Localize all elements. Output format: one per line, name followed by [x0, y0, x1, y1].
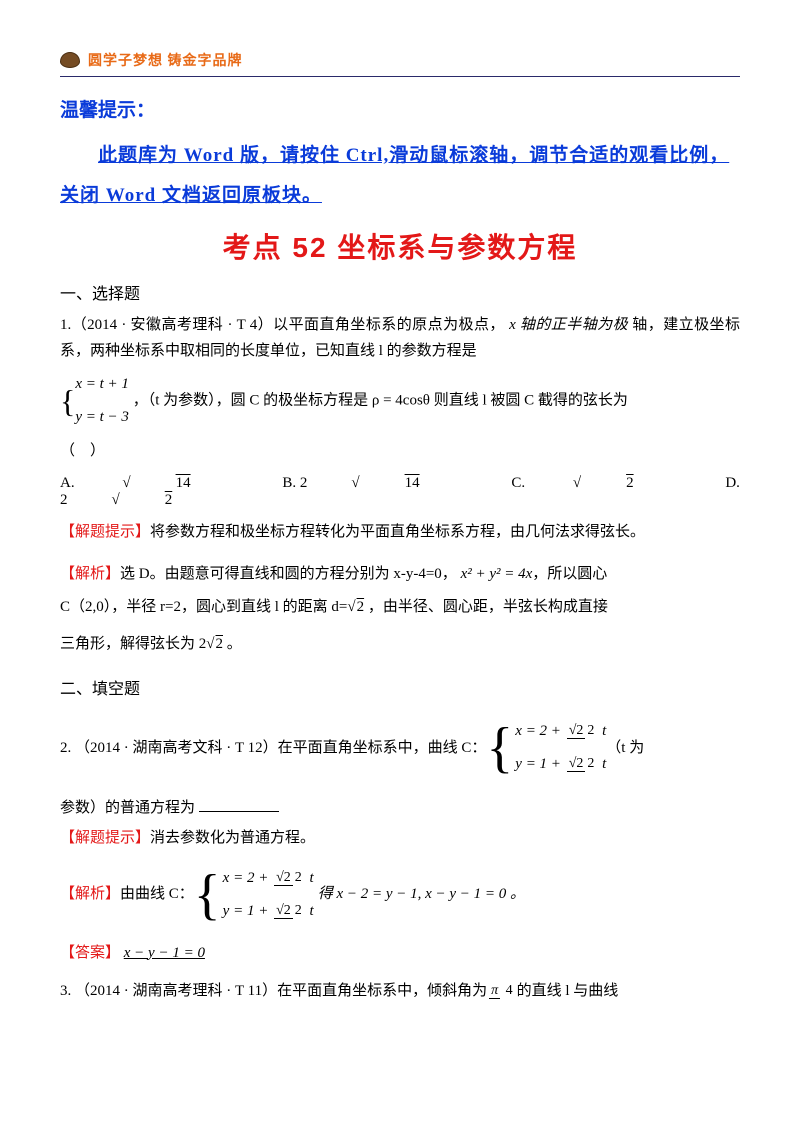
- q2-sol-label: 【解析】: [60, 881, 120, 907]
- sol-label: 【解析】: [60, 566, 120, 582]
- q2-hint-label: 【解题提示】: [60, 830, 150, 846]
- q2-sol-eq-x: x = 2 + √22 t: [223, 870, 314, 886]
- q2-eq-x: x = 2 + √22 t: [515, 723, 606, 739]
- q2-curve-eq: { x = 2 + √22 t y = 1 + √22 t: [486, 715, 606, 781]
- q1-brace-line2: y = t − 3: [75, 409, 129, 425]
- q1-optB: B. 214: [282, 475, 463, 491]
- section-1-heading: 一、选择题: [60, 280, 740, 304]
- tip-body: 此题库为 Word 版，请按住 Ctrl,滑动鼠标滚轴，调节合适的观看比例，关闭…: [60, 136, 740, 216]
- q1-sol-c: ，所以圆心: [532, 566, 607, 582]
- q2-stem: 2. （2014 · 湖南高考文科 · T 12）在平面直角坐标系中，曲线 C：…: [60, 715, 740, 781]
- q3-stem-a: 3. （2014 · 湖南高考理科 · T 11）在平面直角坐标系中，倾斜角为: [60, 978, 487, 1004]
- q1-stem-d: ，（t 为参数），圆 C 的极坐标方程是 ρ = 4cosθ 则直线 l 被圆 …: [133, 393, 628, 409]
- tagline: 圆学子梦想 铸金字品牌: [88, 50, 243, 70]
- q1-sol-e: ，由半径、圆心距，半弦长构成直接: [368, 599, 608, 615]
- q1-sol-a: 选 D。由题意可得直线和圆的方程分别为 x-y-4=0，: [120, 566, 457, 582]
- q1-solution-p2: C（2,0），半径 r=2，圆心到直线 l 的距离 d=2 ，由半径、圆心距，半…: [60, 591, 740, 624]
- logo-icon: [60, 52, 80, 68]
- q1-stem-b: x 轴的正半轴为极: [509, 317, 628, 333]
- q2-answer: 【答案】 x − y − 1 = 0: [60, 940, 740, 966]
- q3-stem-b: 的直线 l 与曲线: [517, 978, 619, 1004]
- q2-hint: 【解题提示】消去参数化为普通方程。: [60, 825, 740, 851]
- q2-ans: x − y − 1 = 0: [124, 945, 205, 961]
- q1-stem-a: 1.（2014 · 安徽高考理科 · T 4）以平面直角坐标系的原点为极点，: [60, 317, 505, 333]
- q2-sol-a: 由曲线 C：: [120, 881, 194, 907]
- q1-hint: 【解题提示】将参数方程和极坐标方程转化为平面直角坐标系方程，由几何法求得弦长。: [60, 519, 740, 545]
- q2-blank: [199, 796, 279, 812]
- q2-sol-b: 得 x − 2 = y − 1, x − y − 1 = 0 。: [318, 881, 525, 907]
- q2-hint-text: 消去参数化为普通方程。: [150, 830, 315, 846]
- tip-title: 温馨提示：: [60, 95, 740, 122]
- q1-param-eq: { x = t + 1 y = t − 3 ，（t 为参数），圆 C 的极坐标方…: [60, 368, 740, 434]
- hint-label: 【解题提示】: [60, 524, 150, 540]
- q1-optC: C. 2: [511, 475, 677, 491]
- q1-brace-line1: x = t + 1: [75, 376, 129, 392]
- q1-solution-p1: 【解析】选 D。由题意可得直线和圆的方程分别为 x-y-4=0， x² + y²…: [60, 561, 740, 587]
- q1-optA: A. 14: [60, 475, 235, 491]
- q3-frac: π 4: [489, 979, 515, 1004]
- q1-sol-g: 。: [223, 636, 242, 652]
- q2-stem-c-line: 参数）的普通方程为: [60, 795, 740, 821]
- q1-sol-f: 三角形，解得弦长为 2: [60, 636, 206, 652]
- q1-sol-b: x² + y² = 4x: [461, 566, 533, 582]
- q1-sol-d: C（2,0），半径 r=2，圆心到直线 l 的距离 d=: [60, 599, 347, 615]
- q1-solution-p3: 三角形，解得弦长为 22 。: [60, 628, 740, 661]
- q1-paren: （ ）: [60, 438, 740, 464]
- q2-stem-a: 2. （2014 · 湖南高考文科 · T 12）在平面直角坐标系中，曲线 C：: [60, 735, 486, 761]
- q2-stem-b: （t 为: [606, 735, 644, 761]
- q1-hint-text: 将参数方程和极坐标方程转化为平面直角坐标系方程，由几何法求得弦长。: [150, 524, 645, 540]
- page-header: 圆学子梦想 铸金字品牌: [60, 50, 740, 70]
- q1-stem: 1.（2014 · 安徽高考理科 · T 4）以平面直角坐标系的原点为极点， x…: [60, 312, 740, 365]
- q2-sol-eq: { x = 2 + √22 t y = 1 + √22 t: [194, 862, 314, 928]
- q1-brace-block: { x = t + 1 y = t − 3: [60, 368, 129, 434]
- q1-options: A. 14 B. 214 C. 2 D. 22: [60, 475, 740, 509]
- section-2-heading: 二、填空题: [60, 675, 740, 699]
- q2-ans-label: 【答案】: [60, 945, 120, 961]
- main-title: 考点 52 坐标系与参数方程: [60, 226, 740, 266]
- q2-eq-y: y = 1 + √22 t: [515, 756, 606, 772]
- header-rule: [60, 76, 740, 77]
- q3-stem: 3. （2014 · 湖南高考理科 · T 11）在平面直角坐标系中，倾斜角为 …: [60, 978, 740, 1004]
- q2-solution: 【解析】 由曲线 C： { x = 2 + √22 t y = 1 + √22 …: [60, 862, 740, 928]
- q2-stem-c: 参数）的普通方程为: [60, 800, 199, 816]
- document-page: 圆学子梦想 铸金字品牌 温馨提示： 此题库为 Word 版，请按住 Ctrl,滑…: [0, 0, 800, 1038]
- q2-sol-eq-y: y = 1 + √22 t: [223, 903, 314, 919]
